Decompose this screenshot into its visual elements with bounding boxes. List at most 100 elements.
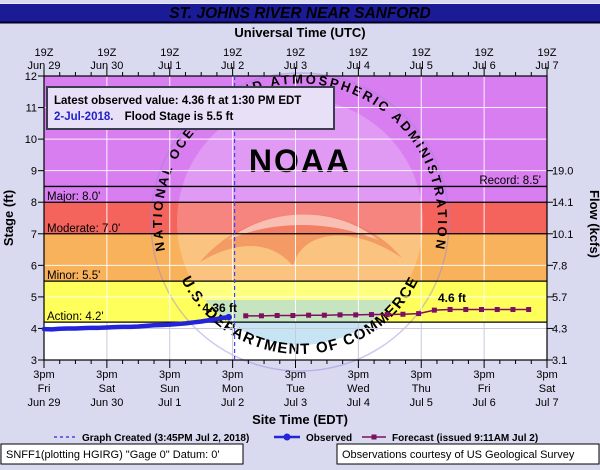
major-stage-label: Major: 8.0'	[47, 191, 100, 203]
flow-tick-label: 4.3	[552, 323, 567, 335]
forecast-marker	[494, 307, 500, 313]
site-date-tick-label: Jun 30	[90, 397, 123, 409]
flow-tick-label: 19.0	[552, 166, 573, 178]
site-time-tick-label: 3pm	[348, 369, 369, 381]
utc-time-tick-label: 19Z	[412, 47, 431, 59]
observed-line	[41, 314, 231, 332]
site-time-tick-label: 3pm	[96, 369, 117, 381]
stage-tick-label: 3	[31, 355, 37, 367]
utc-axis-title: Universal Time (UTC)	[234, 25, 365, 40]
site-time-tick-label: 3pm	[285, 369, 306, 381]
data-series	[41, 307, 532, 332]
info-box-line1: Latest observed value: 4.36 ft at 1:30 P…	[54, 95, 301, 107]
page-title: ST. JOHNS RIVER NEAR SANFORD	[169, 5, 431, 22]
utc-time-tick-label: 19Z	[286, 47, 305, 59]
utc-date-tick-label: Jul 7	[535, 60, 558, 72]
flow-axis-title: Flow (kcfs)	[587, 190, 600, 258]
site-day-tick-label: Sat	[539, 383, 556, 395]
site-time-tick-label: 3pm	[411, 369, 432, 381]
moderate-stage-label: Moderate: 7.0'	[47, 223, 120, 235]
site-time-tick-label: 3pm	[473, 369, 494, 381]
forecast-marker	[416, 311, 422, 317]
title-bar: ST. JOHNS RIVER NEAR SANFORD	[0, 3, 600, 24]
utc-date-tick-label: Jul 5	[410, 60, 433, 72]
flow-tick-label: 5.7	[552, 292, 567, 304]
observed-legend-marker	[283, 433, 291, 441]
utc-date-tick-label: Jul 3	[284, 60, 307, 72]
utc-time-tick-label: 19Z	[475, 47, 494, 59]
forecast-marker	[290, 313, 296, 319]
utc-date-tick-label: Jun 29	[27, 60, 60, 72]
forecast-marker	[306, 312, 312, 318]
utc-time-tick-label: 19Z	[97, 47, 116, 59]
action-stage-label: Action: 4.2'	[47, 311, 104, 323]
record-stage-label: Record: 8.5'	[479, 175, 541, 187]
forecast-legend-marker	[371, 434, 377, 440]
flow-tick-label: 14.1	[552, 197, 573, 209]
site-day-tick-label: Wed	[347, 383, 369, 395]
site-day-tick-label: Sun	[160, 383, 180, 395]
flow-tick-label: 7.8	[552, 260, 567, 272]
observed-value-label: 4.36 ft	[202, 301, 237, 315]
stage-tick-label: 10	[25, 134, 37, 146]
chart-legend: Graph Created (3:45PM Jul 2, 2018) Obser…	[54, 433, 538, 444]
observed-end-marker	[225, 313, 232, 321]
footer-right-box	[336, 443, 600, 465]
stage-axis-title: Stage (ft)	[1, 190, 16, 246]
utc-date-tick-label: Jul 1	[158, 60, 181, 72]
site-date-tick-label: Jul 2	[221, 397, 244, 409]
site-day-tick-label: Sat	[99, 383, 116, 395]
noaa-wordmark: NOAA	[249, 143, 351, 179]
site-date-tick-label: Jul 1	[158, 397, 181, 409]
utc-time-tick-label: 19Z	[160, 47, 179, 59]
site-day-tick-label: Tue	[286, 383, 305, 395]
noaa-seal-outer-ring	[150, 72, 450, 372]
forecast-marker	[258, 313, 264, 319]
stage-tick-label: 12	[25, 71, 37, 83]
title-bar-shadow	[0, 21, 600, 24]
utc-time-tick-label: 19Z	[349, 47, 368, 59]
site-date-tick-label: Jul 5	[410, 397, 433, 409]
forecast-legend-label: Forecast (issued 9:11AM Jul 2)	[392, 433, 538, 444]
utc-date-tick-label: Jul 2	[221, 60, 244, 72]
noaa-bird-wing-icon	[228, 214, 378, 240]
site-date-tick-label: Jul 3	[284, 397, 307, 409]
stage-tick-label: 8	[31, 197, 37, 209]
forecast-marker	[384, 312, 390, 318]
forecast-marker	[463, 307, 469, 313]
site-day-tick-label: Fri	[478, 383, 491, 395]
site-date-tick-label: Jul 6	[473, 397, 496, 409]
stage-tick-label: 9	[31, 166, 37, 178]
utc-time-tick-label: 19Z	[35, 47, 54, 59]
stage-tick-label: 5	[31, 292, 37, 304]
forecast-peak-label: 4.6 ft	[438, 291, 466, 305]
info-box-line2-floodstage: Flood Stage is 5.5 ft	[125, 111, 234, 123]
forecast-marker	[431, 307, 437, 313]
info-box-line2: 2-Jul-2018. Flood Stage is 5.5 ft	[54, 111, 233, 123]
flow-tick-label: 3.1	[552, 355, 567, 367]
axis-ticks	[38, 67, 553, 368]
utc-time-tick-label: 19Z	[223, 47, 242, 59]
site-day-tick-label: Thu	[412, 383, 431, 395]
site-time-tick-label: 3pm	[33, 369, 54, 381]
forecast-marker	[526, 307, 532, 313]
graph-created-legend-label: Graph Created (3:45PM Jul 2, 2018)	[82, 433, 249, 444]
stage-tick-label: 7	[31, 229, 37, 241]
info-box: Latest observed value: 4.36 ft at 1:30 P…	[46, 86, 335, 130]
utc-time-tick-label: 19Z	[538, 47, 557, 59]
title-bar-rect	[0, 3, 600, 22]
minor-stage-label: Minor: 5.5'	[47, 270, 100, 282]
forecast-marker	[400, 311, 406, 317]
site-day-tick-label: Fri	[38, 383, 51, 395]
stage-tick-label: 4	[31, 323, 37, 335]
forecast-marker	[274, 313, 280, 319]
observations-credit-text: Observations courtesy of US Geological S…	[342, 449, 575, 461]
forecast-marker	[243, 313, 249, 319]
forecast-marker	[447, 307, 453, 313]
site-time-tick-label: 3pm	[222, 369, 243, 381]
site-date-tick-label: Jul 7	[535, 397, 558, 409]
site-time-tick-label: 3pm	[536, 369, 557, 381]
utc-date-tick-label: Jun 30	[90, 60, 123, 72]
